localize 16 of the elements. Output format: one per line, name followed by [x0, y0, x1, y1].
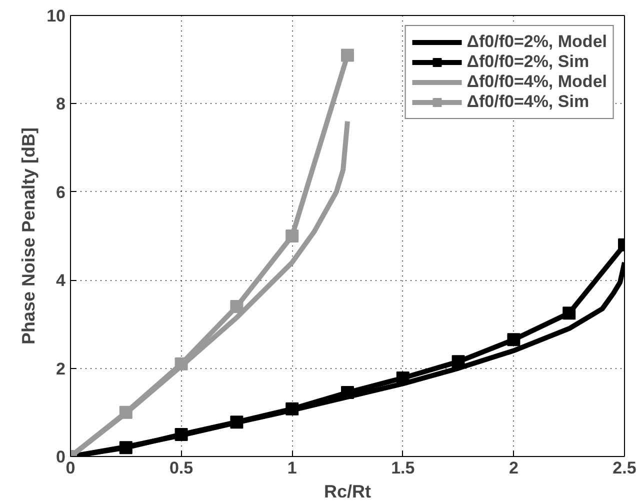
x-tick-label: 1.5	[391, 458, 415, 478]
y-tick-label: 2	[56, 359, 66, 378]
x-axis-title: Rc/Rt	[324, 482, 372, 502]
x-tick-label: 1	[287, 458, 297, 478]
y-tick-label: 6	[56, 182, 66, 202]
legend-label: Δf0/f0=2%, Sim	[466, 52, 590, 72]
legend-label: Δf0/f0=2%, Model	[466, 32, 607, 52]
x-tick-label: 0.5	[169, 458, 194, 478]
legend-label: Δf0/f0=4%, Sim	[466, 92, 590, 112]
x-tick-label: 2	[508, 458, 518, 478]
y-tick-label: 4	[56, 271, 66, 290]
legend-label: Δf0/f0=4%, Model	[466, 72, 607, 92]
y-tick-label: 10	[46, 6, 66, 26]
y-axis-title: Phase Noise Penalty [dB]	[18, 127, 39, 345]
y-tick-label: 8	[56, 94, 66, 114]
x-tick-label: 2.5	[612, 458, 636, 478]
